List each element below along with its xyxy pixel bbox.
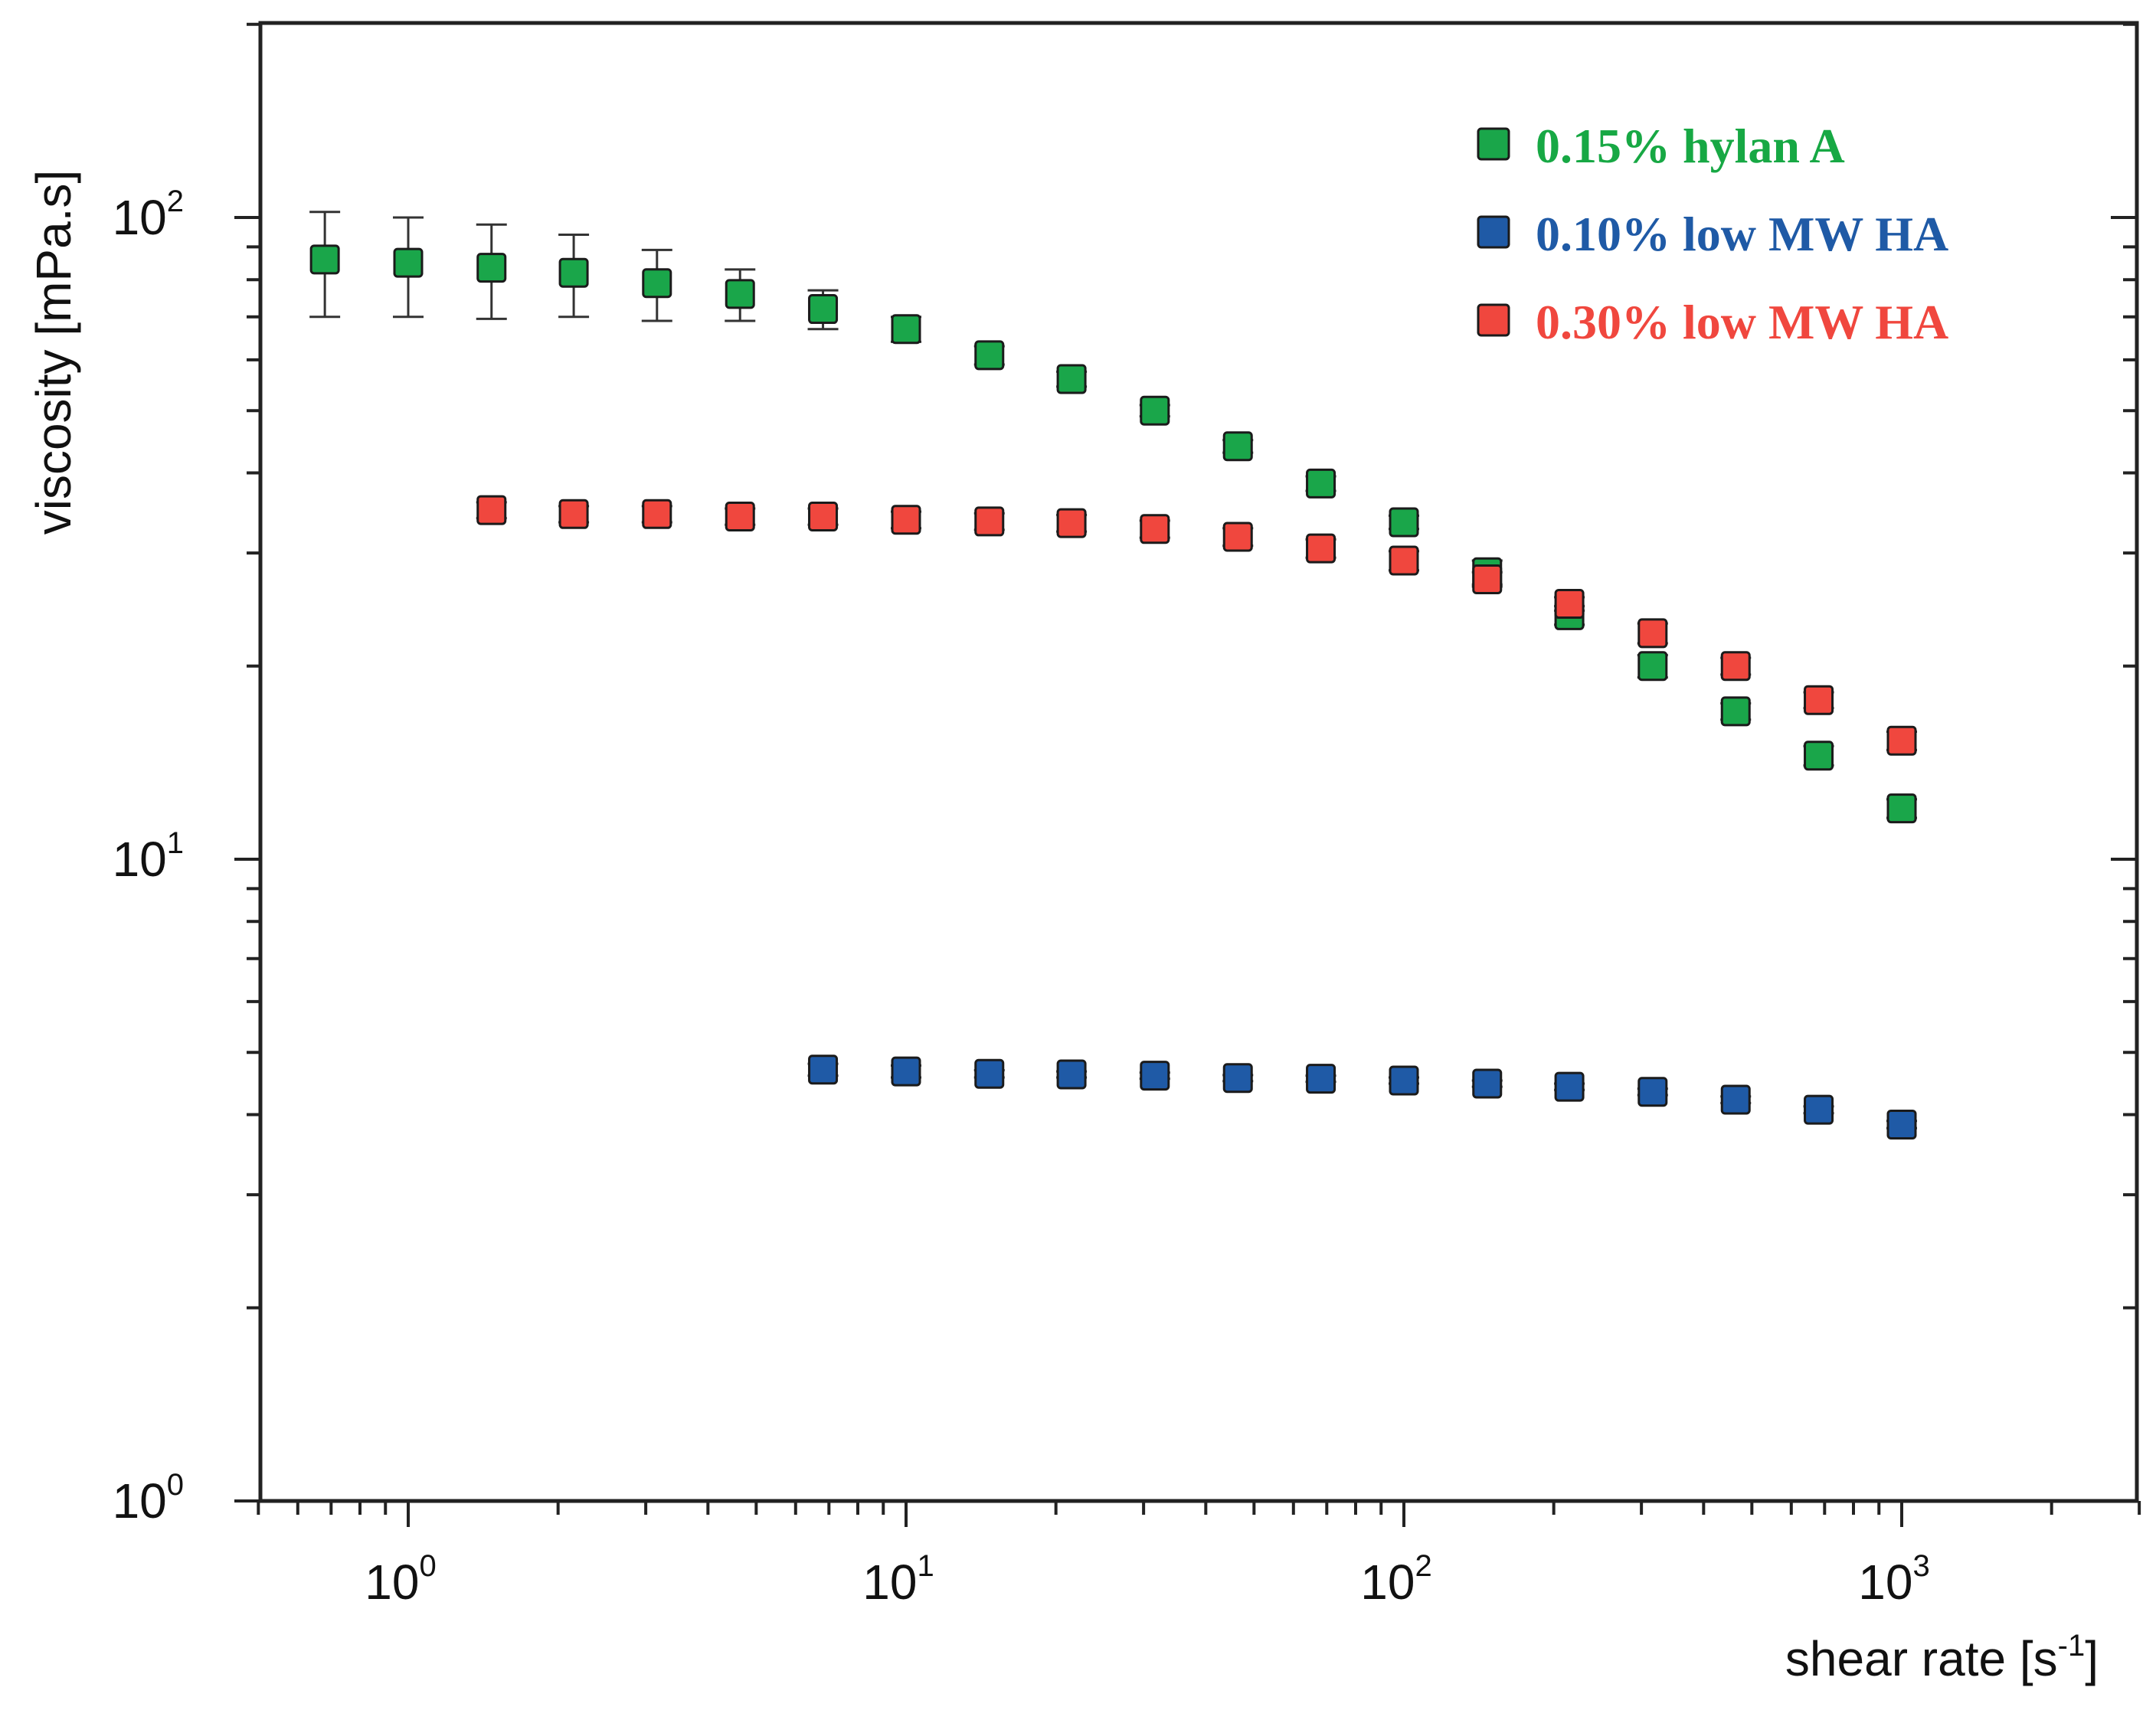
data-point [1222,522,1253,552]
series-1 [807,1055,1917,1140]
series-2 [476,495,1917,756]
data-point [974,1058,1005,1089]
data-point [1306,468,1336,499]
data-point [1804,741,1834,771]
x-tick-base: 10 [1858,1555,1912,1610]
y-tick-label: 102 [113,185,184,245]
data-point [1140,395,1170,426]
y-tick-base: 10 [113,832,167,887]
data-point [1222,431,1253,462]
data-point [1472,564,1503,594]
data-point [1056,1059,1087,1090]
data-point [891,1056,921,1087]
data-point [1389,1065,1419,1096]
data-point [1389,545,1419,576]
legend-item: 0.10% low MW HA [1477,207,1948,261]
data-point [642,499,672,529]
x-tick-label: 102 [1360,1549,1431,1610]
data-point [1222,1063,1253,1094]
data-point [1637,1077,1668,1107]
data-point [1389,507,1419,538]
x-tick-exponent: 2 [1415,1549,1431,1583]
y-tick-exponent: 0 [167,1468,184,1502]
data-point [1637,651,1668,682]
data-point [1056,508,1087,538]
data-point [1886,1109,1917,1140]
data-points [309,211,1917,1140]
data-point [1886,725,1917,756]
x-tick-base: 10 [862,1555,917,1610]
data-point [558,257,589,288]
legend-label: 0.10% low MW HA [1536,207,1948,261]
data-point [1306,533,1336,564]
data-point [1886,793,1917,824]
x-axis-title-main: shear rate [s [1785,1631,2058,1686]
data-point [476,253,507,283]
data-point [725,501,755,531]
data-point [808,294,839,325]
x-tick-label: 103 [1858,1549,1929,1610]
data-point [1804,685,1834,715]
y-axis-title: viscosity [mPa.s] [26,170,81,535]
x-tick-exponent: 3 [1912,1549,1929,1583]
series-0 [309,211,1917,824]
data-point [1306,1064,1336,1094]
data-point [891,314,921,345]
legend-swatch [1477,127,1510,161]
legend-item: 0.15% hylan A [1477,119,1845,173]
data-point [393,247,424,278]
y-tick-label: 101 [113,826,184,887]
data-point [891,505,921,535]
y-tick-exponent: 2 [167,185,184,218]
x-axis-title-exponent: -1 [2058,1629,2086,1663]
x-axis-title: shear rate [s-1] [1785,1629,2099,1686]
data-point [1056,364,1087,394]
data-point [974,506,1005,537]
data-point [1720,651,1751,682]
data-point [1804,1094,1834,1125]
legend-swatch [1477,303,1510,337]
data-point [808,1055,839,1085]
data-point [1720,696,1751,727]
y-tick-label: 100 [113,1468,184,1529]
data-point [1472,1068,1503,1099]
data-point [1720,1084,1751,1115]
x-tick-label: 100 [365,1549,436,1610]
y-tick-base: 10 [113,1473,167,1529]
data-point [642,268,672,299]
x-axis-title-close: ] [2085,1631,2099,1686]
data-point [1140,514,1170,544]
data-point [476,495,507,525]
data-point [309,244,340,275]
data-point [1554,1071,1585,1102]
data-point [1140,1061,1170,1091]
legend: 0.15% hylan A 0.10% low MW HA 0.30% low MW… [1477,119,1948,349]
data-point [1637,618,1668,649]
data-point [974,340,1005,371]
data-point [725,279,755,309]
tick-marks [234,22,2141,1527]
legend-item: 0.30% low MW HA [1477,295,1948,349]
legend-label: 0.15% hylan A [1536,119,1845,173]
legend-swatch [1477,215,1510,249]
legend-label: 0.30% low MW HA [1536,295,1948,349]
x-tick-base: 10 [365,1555,419,1610]
y-tick-base: 10 [113,190,167,245]
x-tick-exponent: 1 [917,1549,934,1583]
y-tick-exponent: 1 [167,826,184,860]
x-tick-base: 10 [1360,1555,1415,1610]
data-point [558,499,589,529]
x-tick-label: 101 [862,1549,934,1610]
data-point [808,501,839,531]
plot-frame [258,21,2139,1503]
data-point [1554,589,1585,620]
x-tick-exponent: 0 [419,1549,436,1583]
